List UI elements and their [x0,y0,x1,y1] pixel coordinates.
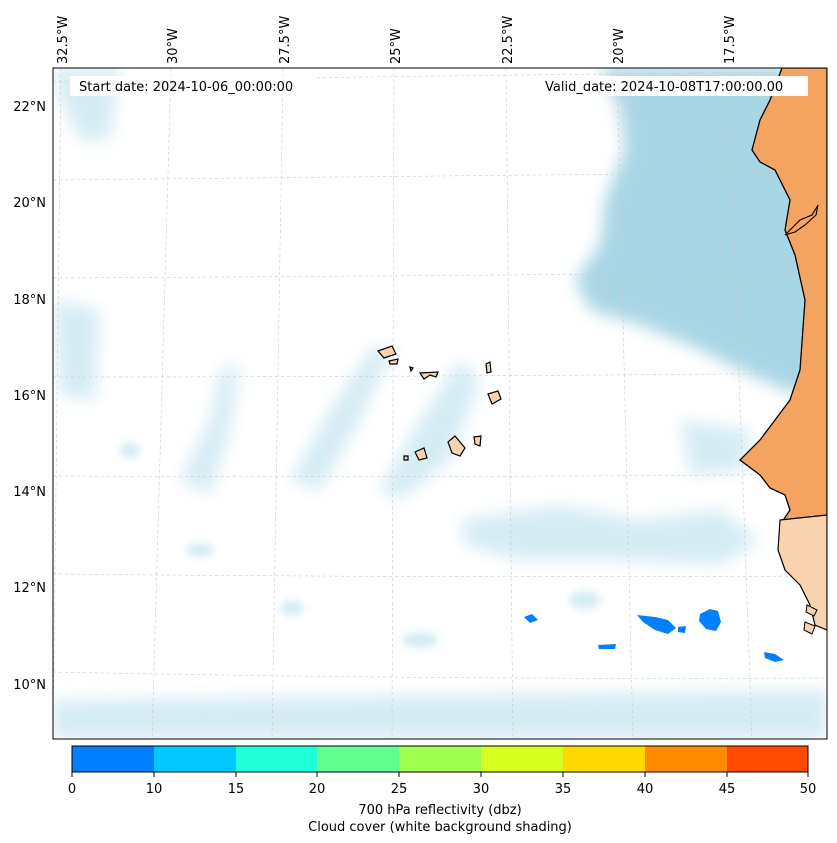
colorbar-segment [727,746,808,772]
island-sao-nicolau [418,371,439,380]
meridian-30w [151,68,172,739]
lat-label: 18°N [13,293,46,308]
colorbar-tick-label: 20 [309,782,326,797]
colorbar-segment [645,746,727,772]
cape-verde-islands [376,345,502,461]
colorbar-segment [317,746,399,772]
lon-label: 32.5°W [56,16,71,64]
parallel-10n [53,671,827,679]
reflectivity-cells [524,609,784,662]
reflectivity-cell [598,644,616,649]
cloud-blob [402,632,438,648]
lon-label: 30°W [166,28,181,64]
colorbar-segment [72,746,154,772]
island-sao-vicente [388,358,399,365]
map-frame [52,67,828,740]
lat-label: 22°N [13,100,46,115]
cloud-streak-east [380,360,480,500]
island-fogo [414,447,428,461]
valid-date-text: Valid_date: 2024-10-08T17:00:00.00 [545,80,783,95]
cloud-band-central [460,505,760,565]
start-date-text: Start date: 2024-10-06_00:00:00 [79,80,293,95]
lat-label: 14°N [13,485,46,500]
colorbar-tick-labels: 0 10 15 20 25 30 35 40 45 50 [68,782,816,797]
meridian-25w [391,68,395,739]
latitude-labels: 22°N 20°N 18°N 16°N 14°N 12°N 10°N [13,100,46,693]
island-brava [403,455,409,461]
reflectivity-cell [637,615,676,634]
colorbar-sublabel: Cloud cover (white background shading) [308,820,572,835]
lon-label: 27.5°W [278,16,293,64]
lat-label: 12°N [13,581,46,596]
cloud-patch-coast [680,420,750,475]
colorbar-tick-label: 10 [146,782,163,797]
parallel-20n [53,171,827,181]
island-bijagos [803,621,816,635]
colorbar-tick-label: 50 [800,782,817,797]
meridian-22-5w [505,68,514,739]
colorbar-tick-label: 40 [637,782,654,797]
colorbar-segment [563,746,645,772]
start-date-annotation: Start date: 2024-10-06_00:00:00 [70,76,314,96]
colorbar-segment [154,746,236,772]
cloud-blob [569,591,601,609]
colorbar-tick-label: 15 [228,782,245,797]
island-maio [473,435,482,447]
cloud-blob [120,442,140,458]
colorbar-tick-label: 30 [473,782,490,797]
island-santa-luzia [409,366,414,373]
colorbar-ticks [71,772,809,777]
colorbar-tick-label: 0 [68,782,76,797]
colorbar-segment [236,746,317,772]
longitude-labels: 32.5°W 30°W 27.5°W 25°W 22.5°W 20°W 17.5… [56,16,738,64]
lat-label: 10°N [13,678,46,693]
parallel-14n [53,473,827,477]
cloud-band-south [53,690,827,739]
island-santo-antao [376,345,397,359]
parallel-16n [53,372,827,378]
colorbar-frame [71,745,809,773]
meridian-32-5w [53,68,62,739]
island-boa-vista [487,390,502,405]
africa-land [739,68,827,635]
coastline-guinea-bissau [777,514,827,631]
colorbar-label: 700 hPa reflectivity (dbz) [358,803,521,818]
map-panel [53,68,827,739]
valid-date-annotation: Valid_date: 2024-10-08T17:00:00.00 [538,76,808,96]
cloud-patch-west [53,300,100,400]
colorbar-segment [481,746,563,772]
cloud-cover-layer [53,68,827,739]
parallel-18n [53,271,827,279]
lat-label: 16°N [13,389,46,404]
annotation-box [538,76,808,96]
parallel-12n [53,573,827,577]
colorbar-tick-label: 25 [391,782,408,797]
colorbar-tick-label: 35 [555,782,572,797]
reflectivity-cell [699,609,721,631]
cloud-blob [186,543,214,557]
lon-label: 20°W [612,28,627,64]
reflectivity-cell [678,626,686,633]
lon-label: 17.5°W [723,16,738,64]
meridian-27-5w [271,68,284,739]
cloud-streak-west [180,365,240,495]
colorbar: 0 10 15 20 25 30 35 40 45 50 700 hPa ref… [68,745,816,835]
lon-label: 22.5°W [501,16,516,64]
cloud-streak-central [290,345,395,490]
meridian-20w [616,68,634,739]
annotation-box [70,76,314,96]
island-santiago [447,435,466,457]
cloud-blob [280,600,304,616]
meridian-17-5w [727,68,753,739]
lat-label: 20°N [13,196,46,211]
island-bijagos [805,604,818,617]
reflectivity-cell [764,652,784,662]
coastline-detail [784,204,819,236]
reflectivity-cell [524,614,538,623]
colorbar-tick-label: 45 [719,782,736,797]
colorbar-segment [399,746,481,772]
island-sal [485,361,492,374]
lon-label: 25°W [389,28,404,64]
